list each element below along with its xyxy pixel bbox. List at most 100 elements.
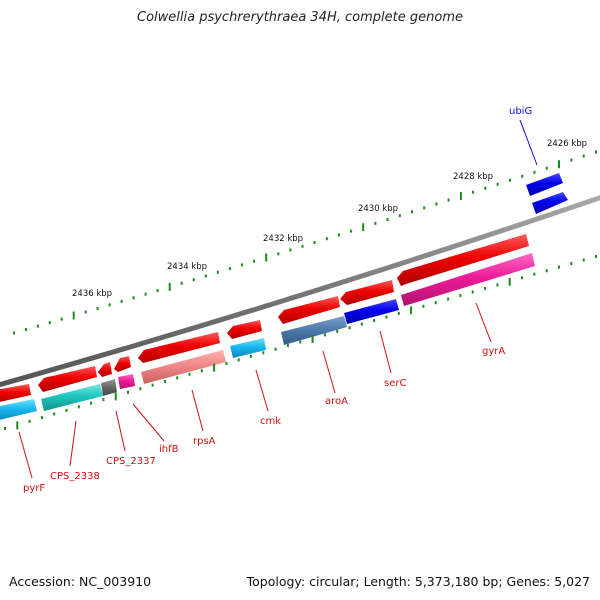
ruler-lower-minor-tick bbox=[422, 304, 425, 308]
ruler-lower-minor-tick bbox=[65, 408, 68, 412]
leader-aroA bbox=[322, 350, 336, 394]
ruler-minor-tick bbox=[350, 229, 353, 233]
ruler-lower-minor-tick bbox=[471, 290, 474, 294]
ruler-minor-tick bbox=[398, 214, 401, 218]
leader-gyrA bbox=[475, 302, 492, 343]
ruler-lower-minor-tick bbox=[151, 383, 154, 387]
gene-label-aroA: aroA bbox=[325, 396, 348, 407]
ruler-minor-tick bbox=[325, 237, 328, 241]
ruler-minor-tick bbox=[120, 299, 123, 303]
gene-aroA-reverse bbox=[278, 296, 340, 324]
ruler-lower-minor-tick bbox=[434, 301, 437, 305]
ruler-label-2434: 2434 kbp bbox=[167, 262, 207, 272]
ruler-lower-minor-tick bbox=[447, 297, 450, 301]
ruler-label-2430: 2430 kbp bbox=[358, 204, 398, 214]
ruler-lower-minor-tick bbox=[40, 416, 43, 420]
ruler-minor-ticks bbox=[13, 150, 597, 335]
genome-info-text: Topology: circular; Length: 5,373,180 bp… bbox=[246, 574, 590, 589]
gene-label-ihfB: ihfB bbox=[159, 444, 179, 455]
gene-labels: ubiG gyrA serC aroA cmk rpsA ihfB CPS_23… bbox=[23, 106, 532, 494]
leader-cmk bbox=[255, 369, 269, 412]
ruler-lower-minor-tick bbox=[533, 272, 536, 276]
ruler-lower-minor-tick bbox=[225, 362, 228, 365]
ruler-lower-minor-tick bbox=[336, 329, 339, 333]
ruler-lower-minor-tick bbox=[459, 294, 462, 298]
ruler-minor-tick bbox=[533, 170, 536, 174]
ruler-lower-minor-tick bbox=[323, 333, 326, 337]
ruler-minor-tick bbox=[411, 210, 413, 214]
ruler-minor-tick bbox=[156, 289, 159, 293]
ruler-lower-minor-tick bbox=[397, 311, 400, 315]
gene-pyrF-reverse bbox=[0, 384, 31, 402]
ruler-lower-minor-tick bbox=[496, 283, 499, 287]
ruler-minor-tick bbox=[582, 154, 585, 158]
gene-pyrF-category bbox=[0, 399, 37, 420]
ruler-minor-tick bbox=[484, 186, 487, 190]
leader-rpsA bbox=[191, 389, 204, 432]
ruler-minor-tick bbox=[108, 303, 111, 307]
gene-label-cmk: cmk bbox=[260, 416, 281, 427]
ruler-minor-tick bbox=[13, 331, 15, 335]
gene-CPS_2338-category bbox=[41, 384, 103, 411]
leader-CPS_2337 bbox=[115, 410, 126, 452]
ruler-lower-minor-tick bbox=[286, 344, 289, 348]
ruler-lower-minor-tick bbox=[262, 351, 265, 355]
map-title: Colwellia psychrerythraea 34H, complete … bbox=[137, 10, 463, 25]
gene-aroA-category bbox=[281, 316, 347, 345]
ruler-lower-minor-tick bbox=[360, 322, 363, 326]
ruler-label-2432: 2432 kbp bbox=[263, 234, 303, 244]
ruler-lower-minor-tick bbox=[127, 390, 129, 394]
ruler-lower-minor-tick bbox=[299, 340, 302, 344]
leader-ubiG bbox=[519, 119, 538, 166]
ruler-minor-tick bbox=[192, 278, 195, 282]
ruler-lower-minor-tick bbox=[545, 269, 548, 273]
gene-cmk-category bbox=[230, 338, 266, 358]
ruler-major-tick bbox=[168, 282, 171, 291]
ruler-lower-major-tick bbox=[508, 277, 511, 286]
ruler-minor-tick bbox=[228, 267, 231, 271]
accession-text: Accession: NC_003910 bbox=[9, 574, 152, 589]
ruler-lower-major-tick bbox=[16, 421, 19, 430]
ruler-lower-minor-tick bbox=[521, 276, 523, 280]
gene-label-CPS_2338: CPS_2338 bbox=[50, 471, 100, 482]
forward-genes bbox=[526, 173, 568, 214]
ruler-label-2428: 2428 kbp bbox=[453, 172, 493, 182]
ruler-lower-minor-tick bbox=[595, 255, 597, 258]
ruler-lower-minor-tick bbox=[558, 265, 560, 269]
ruler-major-tick bbox=[72, 311, 75, 320]
gene-label-CPS_2337: CPS_2337 bbox=[106, 456, 156, 467]
ruler-minor-tick bbox=[277, 252, 280, 256]
ruler-minor-tick bbox=[386, 218, 389, 221]
ruler-lower-minor-tick bbox=[102, 398, 105, 402]
ruler-major-ticks bbox=[72, 160, 560, 320]
leader-ihfB bbox=[132, 403, 165, 442]
gene-serC-reverse bbox=[340, 280, 394, 305]
ruler-minor-tick bbox=[570, 158, 573, 162]
ruler-lower-minor-tick bbox=[385, 315, 388, 319]
gene-serC-category bbox=[344, 299, 399, 324]
ruler-lower-minor-tick bbox=[570, 262, 573, 266]
leader-serC bbox=[379, 330, 392, 374]
ruler-minor-tick bbox=[435, 202, 438, 206]
ruler-minor-tick bbox=[48, 321, 51, 325]
ruler-minor-tick bbox=[595, 150, 597, 154]
ruler-minor-tick bbox=[216, 270, 219, 274]
gene-rpsA-category bbox=[141, 350, 226, 384]
label-leaders bbox=[18, 119, 538, 479]
ruler-minor-tick bbox=[508, 178, 511, 182]
ruler-minor-tick bbox=[204, 274, 207, 278]
ruler-lower-minor-tick bbox=[237, 358, 240, 362]
gene-ubiG-arrow-2 bbox=[532, 192, 568, 214]
ruler-minor-tick bbox=[24, 328, 27, 331]
ruler-minor-tick bbox=[132, 296, 135, 300]
ruler-minor-tick bbox=[96, 307, 99, 310]
ruler-minor-tick bbox=[60, 317, 63, 321]
ruler-minor-tick bbox=[545, 166, 548, 170]
ruler-minor-tick bbox=[337, 233, 340, 237]
ruler-lower-minor-tick bbox=[348, 326, 351, 330]
category-genes-row-2 bbox=[0, 253, 535, 420]
ruler-lower-minor-tick bbox=[274, 347, 277, 351]
gene-CPS_2337-category bbox=[101, 379, 117, 396]
gene-label-rpsA: rpsA bbox=[193, 436, 216, 447]
ruler-major-tick bbox=[558, 160, 560, 169]
